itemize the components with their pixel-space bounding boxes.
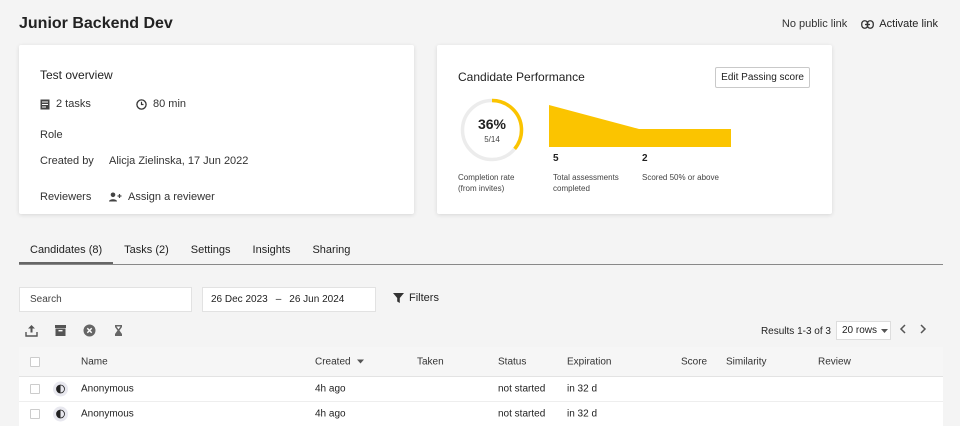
table-row[interactable]: Anonymous 4h ago not started in 32 d — [19, 377, 943, 402]
tab-candidates[interactable]: Candidates (8) — [19, 238, 114, 264]
column-status[interactable]: Status — [498, 356, 527, 367]
column-expiration[interactable]: Expiration — [567, 356, 612, 367]
test-overview-card: Test overview 2 tasks 80 min Role Create… — [19, 45, 414, 214]
total-completed-caption: Total assessments completed — [553, 172, 619, 194]
scored-above-caption: Scored 50% or above — [642, 173, 719, 182]
table-header: Name Created Taken Status Expiration Sco… — [19, 347, 943, 377]
candidate-performance-card: Candidate Performance Edit Passing score… — [437, 45, 832, 214]
row-checkbox[interactable] — [30, 384, 40, 394]
total-caption-line-1: Total assessments — [553, 173, 619, 182]
avatar — [53, 406, 68, 422]
candidate-name: Anonymous — [81, 408, 134, 420]
sort-down-icon — [356, 359, 364, 364]
scored-above-count: 2 — [642, 153, 648, 164]
document-icon — [40, 99, 50, 109]
clock-icon — [136, 98, 147, 110]
date-separator: – — [275, 294, 282, 305]
role-label: Role — [40, 129, 63, 141]
column-taken[interactable]: Taken — [417, 356, 444, 367]
tab-bar: Candidates (8) Tasks (2) Settings Insigh… — [19, 238, 943, 265]
completion-caption: Completion rate (from invites) — [458, 172, 514, 194]
tab-insights[interactable]: Insights — [252, 244, 291, 256]
duration-label: 80 min — [153, 98, 187, 110]
assign-reviewer-button[interactable]: Assign a reviewer — [109, 191, 215, 203]
funnel-segment-completed — [549, 105, 639, 147]
tab-tasks[interactable]: Tasks (2) — [124, 244, 169, 256]
created-by-value: Alicja Zielinska, 17 Jun 2022 — [109, 155, 249, 167]
completion-caption-line-2: (from invites) — [458, 184, 505, 193]
activate-link-label: Activate link — [879, 18, 938, 30]
tasks-count-label: 2 tasks — [56, 98, 91, 110]
column-review[interactable]: Review — [818, 356, 851, 367]
performance-title: Candidate Performance — [458, 70, 585, 84]
completion-fraction: 5/14 — [484, 135, 500, 144]
table-row[interactable]: Anonymous 4h ago not started in 32 d — [19, 402, 943, 426]
cancel-circle-icon[interactable] — [83, 324, 96, 337]
add-person-icon — [109, 192, 122, 202]
no-public-link-text: No public link — [781, 18, 848, 30]
chevron-left-icon[interactable] — [899, 324, 907, 334]
duration: 80 min — [136, 98, 186, 110]
search-input[interactable] — [19, 287, 192, 312]
hourglass-icon[interactable] — [112, 324, 125, 337]
tab-sharing[interactable]: Sharing — [312, 244, 351, 256]
row-checkbox[interactable] — [30, 409, 40, 419]
completion-gauge — [460, 98, 524, 162]
total-completed-count: 5 — [553, 153, 559, 164]
archive-icon[interactable] — [54, 324, 67, 337]
pagination — [899, 324, 927, 334]
avatar — [53, 381, 68, 397]
tab-settings[interactable]: Settings — [190, 244, 231, 256]
link-icon — [861, 19, 875, 29]
completion-gauge-arc — [460, 98, 524, 162]
expiration-value: in 32 d — [567, 408, 598, 420]
completion-percent: 36% — [477, 116, 507, 132]
candidate-name: Anonymous — [81, 383, 134, 395]
column-created[interactable]: Created — [315, 356, 364, 367]
column-created-label: Created — [315, 356, 351, 367]
results-count: Results 1-3 of 3 — [760, 326, 831, 337]
select-all-checkbox[interactable] — [30, 356, 40, 367]
funnel-segment-passed — [639, 129, 731, 147]
overview-title: Test overview — [40, 68, 113, 82]
expiration-value: in 32 d — [567, 383, 598, 395]
edit-passing-score-button[interactable]: Edit Passing score — [715, 67, 810, 88]
anonymous-icon — [56, 384, 65, 394]
rows-per-page-value: 20 rows — [842, 325, 878, 336]
public-link-area: No public link Activate link — [782, 18, 938, 30]
created-by-label: Created by — [40, 155, 94, 167]
tasks-count: 2 tasks — [40, 98, 91, 110]
column-name[interactable]: Name — [81, 356, 108, 367]
date-range-picker[interactable]: 26 Dec 2023 – 26 Jun 2024 — [202, 287, 376, 312]
date-to: 26 Jun 2024 — [289, 294, 345, 305]
filters-button[interactable]: Filters — [393, 292, 439, 304]
status-value: not started — [498, 383, 546, 395]
candidates-table: Name Created Taken Status Expiration Sco… — [19, 347, 943, 426]
completion-caption-line-1: Completion rate — [458, 173, 515, 182]
bulk-action-toolbar — [25, 324, 125, 337]
created-value: 4h ago — [315, 408, 346, 420]
column-similarity[interactable]: Similarity — [726, 356, 767, 367]
rows-per-page-select[interactable]: 20 rows — [836, 321, 891, 340]
assign-reviewer-label: Assign a reviewer — [128, 191, 215, 203]
activate-link-button[interactable]: Activate link — [861, 18, 938, 30]
date-from: 26 Dec 2023 — [211, 294, 268, 305]
filter-icon — [393, 293, 404, 303]
upload-icon[interactable] — [25, 324, 38, 337]
total-caption-line-2: completed — [553, 184, 590, 193]
column-score[interactable]: Score — [681, 356, 708, 367]
filters-label: Filters — [409, 292, 439, 304]
anonymous-icon — [56, 409, 65, 419]
status-value: not started — [498, 408, 546, 420]
reviewers-label: Reviewers — [40, 191, 92, 203]
caret-down-icon — [881, 328, 889, 333]
page-title: Junior Backend Dev — [19, 15, 173, 32]
assessment-funnel-chart — [549, 105, 731, 147]
created-value: 4h ago — [315, 383, 346, 395]
completion-gauge-text: 36% 5/14 — [459, 97, 525, 163]
chevron-right-icon[interactable] — [919, 324, 927, 334]
